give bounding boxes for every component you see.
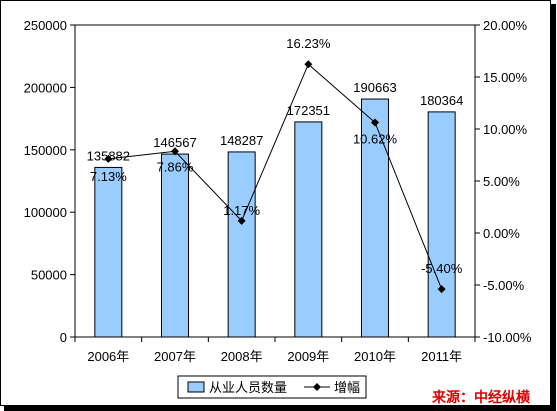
growth-line bbox=[108, 63, 443, 290]
data-labels: 135882 146567 148287 172351 190663 180364 7.13… bbox=[87, 36, 464, 276]
legend-line-marker bbox=[313, 383, 321, 391]
bar bbox=[227, 151, 256, 338]
axes: 0 50000 100000 150000 200000 250000 -10.00% -5.… bbox=[24, 18, 532, 364]
x-tick-label: 2008年 bbox=[221, 349, 263, 364]
frame-shadow-right bbox=[551, 4, 556, 410]
bar bbox=[161, 153, 189, 338]
legend-box bbox=[177, 375, 367, 399]
legend-line-label: 增幅 bbox=[334, 380, 360, 395]
y-left-tick-label: 50000 bbox=[31, 268, 67, 283]
y-right-tick-label: 15.00% bbox=[483, 70, 528, 85]
y-right-tick-label: 10.00% bbox=[483, 122, 528, 137]
legend: 从业人员数量 增幅 bbox=[177, 375, 367, 399]
bar-value-label: 190663 bbox=[353, 80, 396, 95]
y-right-tick-label: -5.00% bbox=[483, 278, 525, 293]
y-left-tick-label: 100000 bbox=[24, 205, 67, 220]
source-label: 来源：中经纵横 bbox=[432, 389, 530, 405]
line-marker bbox=[437, 285, 446, 294]
legend-bar-label: 从业人员数量 bbox=[209, 380, 287, 395]
y-right-tick-label: 5.00% bbox=[483, 174, 520, 189]
line-value-label: 16.23% bbox=[286, 36, 331, 51]
bar-series bbox=[94, 98, 456, 338]
bar bbox=[427, 111, 456, 338]
line-marker bbox=[304, 60, 313, 69]
line-series bbox=[104, 60, 446, 294]
line-value-label: 1.17% bbox=[223, 203, 260, 218]
bar-value-label: 135882 bbox=[87, 148, 130, 163]
x-tick-label: 2006年 bbox=[87, 349, 129, 364]
bar bbox=[294, 121, 323, 338]
x-tick-label: 2009年 bbox=[287, 349, 329, 364]
bar-value-label: 180364 bbox=[420, 93, 463, 108]
line-value-label: 7.13% bbox=[90, 169, 127, 184]
bar-value-label: 172351 bbox=[287, 103, 330, 118]
y-left-tick-label: 200000 bbox=[24, 80, 67, 95]
line-marker bbox=[171, 147, 179, 156]
bar-value-label: 146567 bbox=[153, 135, 196, 150]
line-value-label: 7.86% bbox=[157, 159, 194, 174]
plot-area bbox=[74, 24, 476, 338]
y-right-tick-label: 0.00% bbox=[483, 226, 520, 241]
line-value-label: 10.62% bbox=[353, 132, 398, 147]
y-left-tick-label: 250000 bbox=[24, 18, 67, 33]
y-right-tick-label: 20.00% bbox=[483, 18, 528, 33]
bar bbox=[361, 98, 389, 338]
x-tick-label: 2011年 bbox=[421, 349, 462, 364]
y-left-tick-label: 150000 bbox=[24, 143, 67, 158]
y-right-tick-label: -10.00% bbox=[483, 330, 532, 345]
line-marker bbox=[104, 154, 113, 163]
x-tick-label: 2010年 bbox=[354, 349, 396, 364]
frame-shadow-bottom bbox=[4, 406, 556, 411]
bar-value-label: 148287 bbox=[220, 133, 263, 148]
line-marker bbox=[237, 216, 246, 225]
x-tick-label: 2007年 bbox=[154, 349, 196, 364]
y-left-tick-label: 0 bbox=[60, 330, 67, 345]
bar bbox=[94, 166, 123, 338]
legend-bar-swatch bbox=[187, 381, 205, 393]
line-value-label: -5.40% bbox=[421, 261, 463, 276]
line-marker bbox=[371, 118, 379, 127]
